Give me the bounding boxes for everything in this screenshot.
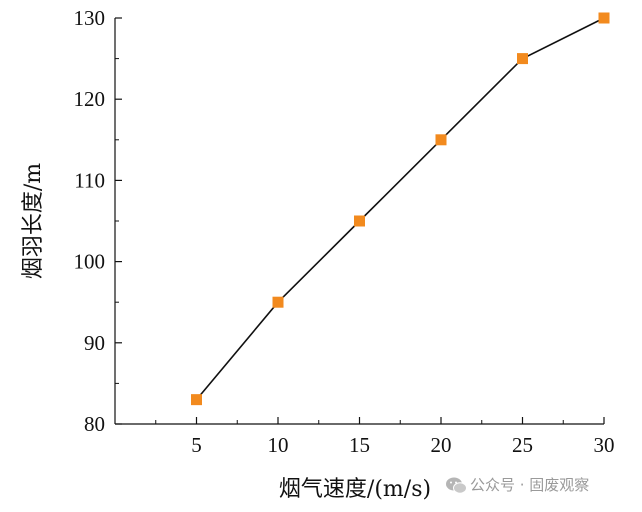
y-tick-label: 90 — [84, 331, 105, 355]
x-tick-label: 25 — [512, 433, 533, 457]
x-tick-label: 5 — [191, 433, 202, 457]
x-axis-title: 烟气速度/(m/s) — [279, 477, 431, 502]
y-tick-label: 120 — [74, 87, 106, 111]
x-tick-label: 15 — [349, 433, 370, 457]
x-ticks: 5 10 15 20 25 30 — [155, 417, 615, 457]
y-tick-label: 80 — [84, 412, 105, 436]
data-point-marker — [354, 215, 365, 227]
y-ticks: 80 90 100 110 120 130 — [74, 6, 122, 436]
data-point-marker — [191, 394, 202, 406]
series — [191, 12, 610, 406]
y-tick-label: 130 — [74, 6, 106, 30]
watermark-text: 公众号 · 固废观察 — [470, 476, 589, 494]
data-point-marker — [272, 296, 284, 308]
y-tick-label: 110 — [74, 168, 105, 192]
wechat-icon — [446, 477, 467, 494]
data-point-marker — [435, 134, 447, 146]
watermark: 公众号 · 固废观察 — [446, 476, 589, 494]
x-tick-label: 30 — [594, 433, 615, 457]
x-tick-label: 20 — [431, 433, 452, 457]
x-tick-label: 10 — [268, 433, 289, 457]
data-point-marker — [598, 12, 610, 24]
y-axis-title: 烟羽长度/m — [21, 163, 46, 279]
y-tick-label: 100 — [74, 250, 106, 274]
series-line — [195, 17, 605, 401]
data-point-marker — [517, 53, 528, 65]
